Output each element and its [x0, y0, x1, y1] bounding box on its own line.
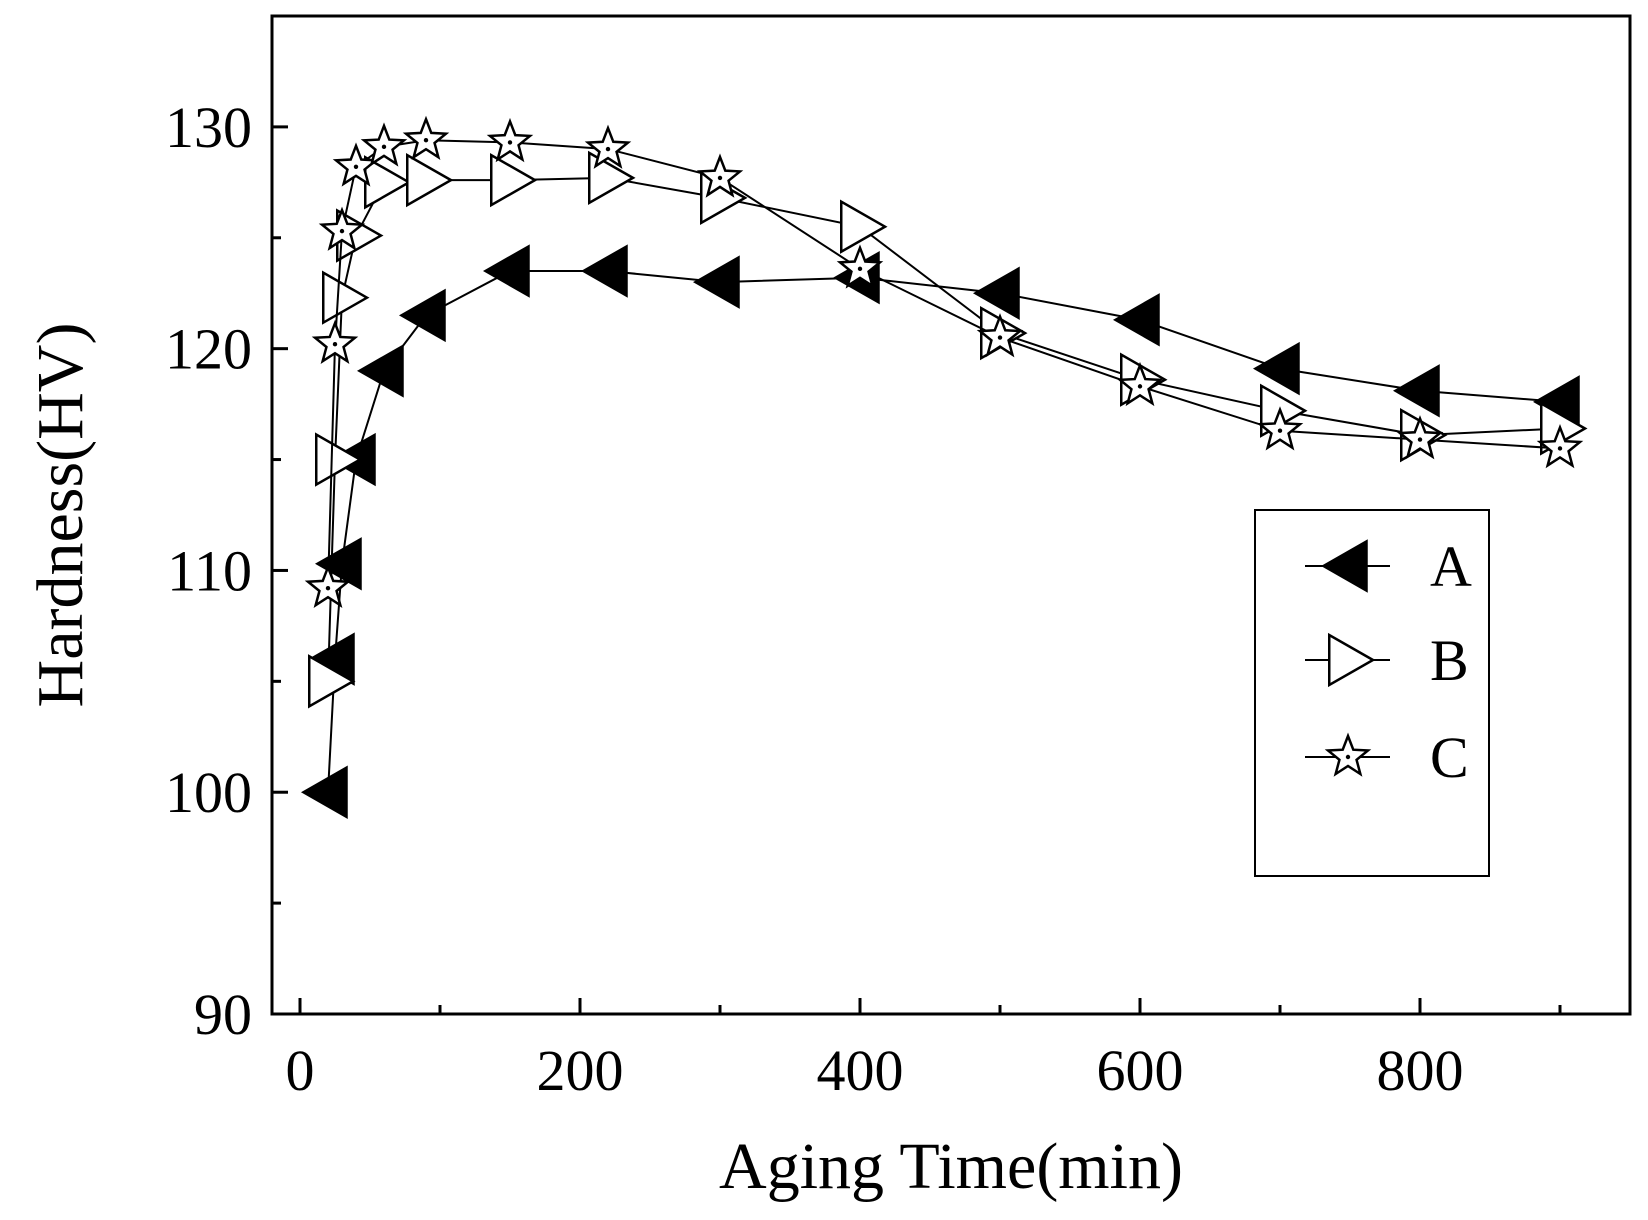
data-point — [360, 122, 408, 167]
data-point — [580, 244, 628, 298]
y-tick-label: 90 — [194, 982, 252, 1047]
star-center-dot — [339, 228, 345, 234]
y-tick-label: 130 — [165, 95, 252, 160]
star-center-dot — [381, 144, 387, 150]
x-axis: 0 200 400 600 800 — [286, 998, 1562, 1103]
data-point — [836, 244, 884, 289]
y-axis-title: Hardness(HV) — [24, 323, 97, 708]
legend-label: C — [1430, 725, 1469, 790]
data-point — [1536, 423, 1584, 469]
legend-marker — [1320, 539, 1368, 593]
plot-frame — [270, 14, 1632, 1016]
star-center-dot — [717, 175, 723, 181]
data-point — [976, 313, 1024, 358]
data-point — [332, 142, 380, 187]
data-point — [406, 152, 454, 208]
x-tick-label: 800 — [1377, 1038, 1464, 1103]
legend-marker — [1328, 632, 1376, 688]
data-point — [300, 765, 348, 819]
y-axis: 90 100 110 120 130 — [165, 95, 288, 1047]
y-tick-label: 100 — [165, 760, 252, 825]
y-tick-label: 110 — [167, 538, 252, 603]
series-layer — [300, 115, 1588, 819]
data-point — [692, 255, 740, 309]
legend-entry: C — [1305, 725, 1469, 790]
legend: ABC — [1254, 509, 1490, 877]
x-tick-label: 0 — [286, 1038, 315, 1103]
legend-label: B — [1430, 628, 1469, 693]
y-tick-label: 120 — [165, 317, 252, 382]
series-C — [304, 115, 1584, 608]
data-point — [696, 153, 744, 198]
star-center-dot — [605, 146, 611, 152]
star-center-dot — [857, 266, 863, 272]
data-point — [314, 537, 362, 591]
data-point — [584, 124, 632, 169]
data-point — [490, 152, 538, 208]
data-point — [1392, 364, 1440, 418]
star-center-dot — [997, 335, 1003, 340]
star-center-dot — [332, 342, 338, 347]
star-center-dot — [423, 137, 429, 143]
series-A — [300, 244, 1580, 819]
x-tick-label: 600 — [1097, 1038, 1184, 1103]
star-center-dot — [325, 585, 331, 591]
data-point — [1112, 293, 1160, 347]
data-point — [356, 344, 404, 398]
star-center-dot — [507, 140, 513, 145]
data-point — [308, 654, 356, 709]
data-point — [1252, 341, 1300, 396]
data-point — [311, 319, 359, 365]
legend-box — [1254, 509, 1490, 877]
data-point — [1256, 406, 1304, 451]
data-point — [315, 432, 363, 487]
x-tick-label: 400 — [817, 1038, 904, 1103]
star-center-dot — [1557, 446, 1563, 451]
data-point — [1396, 415, 1444, 460]
data-point — [304, 563, 352, 608]
data-point — [482, 244, 530, 298]
x-tick-label: 200 — [537, 1038, 624, 1103]
data-point — [322, 270, 370, 325]
data-point — [840, 199, 888, 254]
star-center-dot — [1277, 428, 1283, 433]
legend-label: A — [1430, 534, 1472, 599]
star-center-dot — [1345, 754, 1351, 760]
legend-marker — [1324, 732, 1372, 777]
x-axis-title: Aging Time(min) — [719, 1130, 1183, 1203]
data-point — [972, 266, 1020, 320]
legend-entry: B — [1305, 628, 1469, 693]
star-center-dot — [1137, 384, 1143, 389]
data-point — [402, 115, 450, 160]
star-center-dot — [1417, 437, 1423, 442]
legend-entry: A — [1305, 534, 1472, 599]
data-point — [398, 288, 446, 343]
data-point — [588, 150, 636, 206]
data-point — [486, 117, 534, 163]
data-point — [1116, 361, 1164, 407]
data-point — [318, 206, 366, 251]
star-center-dot — [353, 164, 359, 170]
